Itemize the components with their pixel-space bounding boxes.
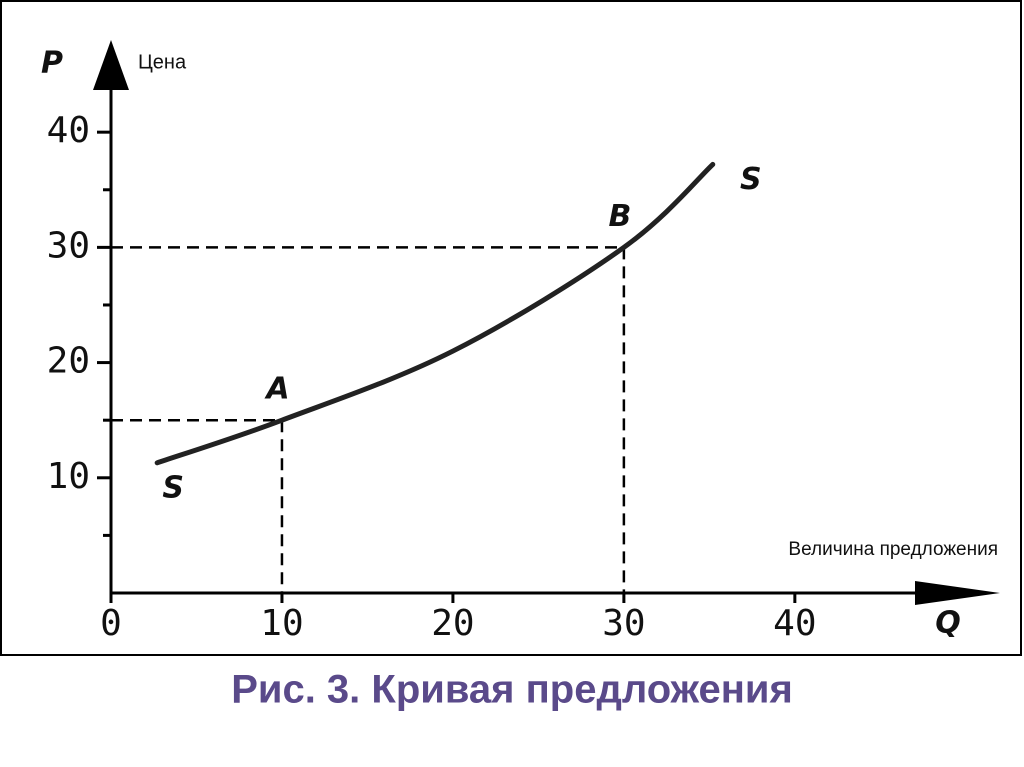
y-tick-label: 40 xyxy=(47,110,90,151)
x-tick-label: 20 xyxy=(431,603,474,644)
y-tick-label: 20 xyxy=(47,341,90,382)
x-tick-label: 40 xyxy=(773,603,816,644)
chart-title: Рис. 3. Кривая предложения xyxy=(231,668,793,712)
x-axis-symbol: Q xyxy=(935,606,961,641)
x-axis-label: Величина предложения xyxy=(788,539,998,560)
y-tick-label: 10 xyxy=(47,456,90,497)
y-axis-arrow xyxy=(93,40,129,90)
x-axis-arrow xyxy=(915,581,1000,605)
x-tick-label: 10 xyxy=(260,603,303,644)
x-tick-label: 30 xyxy=(602,603,645,644)
y-axis-label: Цена xyxy=(138,51,187,73)
point-label: B xyxy=(608,199,631,234)
chart-frame xyxy=(0,0,1022,656)
curve-label: S xyxy=(740,162,762,197)
point-label: A xyxy=(264,372,289,407)
x-tick-label: 0 xyxy=(100,603,122,644)
curve-label: S xyxy=(162,470,184,505)
y-tick-label: 30 xyxy=(47,225,90,266)
y-axis-symbol: P xyxy=(41,46,63,81)
supply-curve xyxy=(154,161,716,466)
